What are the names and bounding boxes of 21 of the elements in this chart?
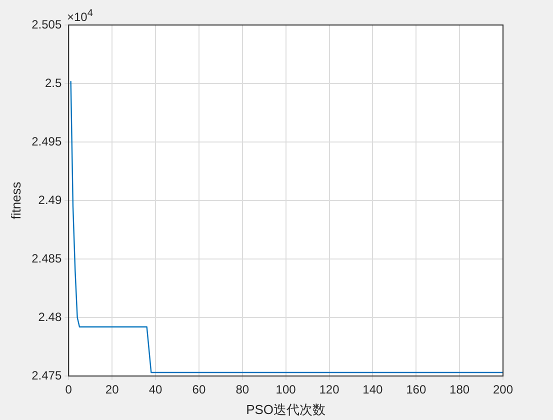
x-tick-label: 160	[406, 382, 426, 397]
y-tick-label: 2.49	[38, 192, 62, 207]
x-axis-title: PSO迭代次数	[246, 402, 326, 417]
y-tick-label: 2.505	[32, 17, 62, 32]
x-tick-label: 100	[276, 382, 296, 397]
x-tick-label: 180	[450, 382, 470, 397]
y-axis-title: fitness	[8, 181, 24, 220]
y-tick-label: 2.485	[32, 251, 62, 266]
x-tick-label: 80	[236, 382, 250, 397]
y-tick-label: 2.48	[38, 310, 62, 324]
y-tick-label: 2.495	[32, 134, 62, 148]
x-tick-label: 120	[319, 382, 340, 397]
x-tick-label: 60	[192, 382, 206, 397]
text: ×10$^{4}$	[67, 8, 93, 24]
y-tick-label: 2.475	[32, 368, 62, 382]
x-tick-label: 200	[492, 382, 514, 397]
x-tick-label: 0	[65, 382, 72, 397]
x-tick-label: 140	[362, 382, 384, 397]
x-tick-label: 20	[105, 382, 120, 397]
x-tick-label: 40	[148, 382, 162, 397]
y-tick-label: 2.5	[44, 76, 62, 90]
